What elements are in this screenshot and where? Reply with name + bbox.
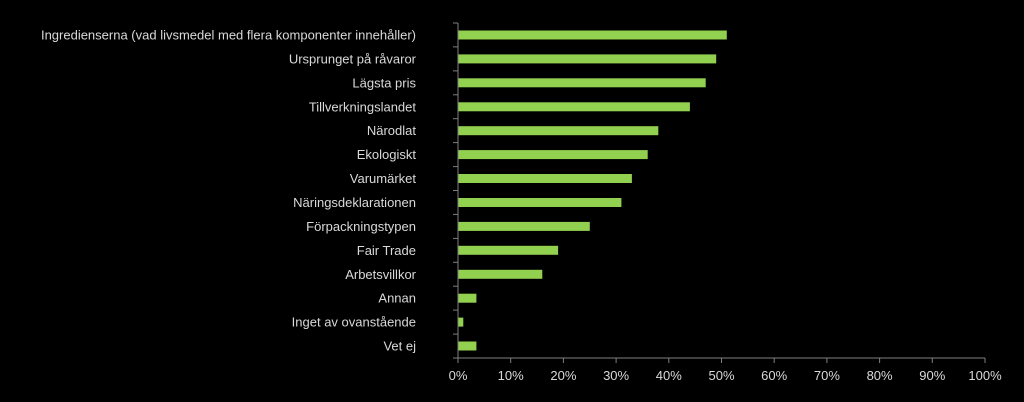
- category-label: Näringsdeklarationen: [293, 195, 416, 210]
- x-tick-label: 40%: [656, 368, 682, 383]
- bar: [458, 126, 659, 136]
- category-label: Vet ej: [383, 339, 416, 354]
- bar: [458, 102, 690, 112]
- category-label: Närodlat: [367, 123, 417, 138]
- category-label: Inget av ovanstående: [292, 315, 416, 330]
- category-label: Annan: [378, 291, 416, 306]
- x-tick-label: 100%: [968, 368, 1002, 383]
- bar: [458, 317, 464, 327]
- bar: [458, 245, 559, 255]
- category-label: Förpackningstypen: [306, 219, 416, 234]
- x-tick-label: 30%: [603, 368, 629, 383]
- x-tick-label: 90%: [919, 368, 945, 383]
- category-label: Ursprunget på råvaror: [289, 51, 417, 66]
- x-tick-label: 0%: [449, 368, 468, 383]
- x-tick-label: 70%: [814, 368, 840, 383]
- category-label: Ingredienserna (vad livsmedel med flera …: [41, 28, 416, 43]
- bar: [458, 341, 477, 351]
- bar: [458, 150, 648, 160]
- category-label: Arbetsvillkor: [345, 267, 416, 282]
- category-label: Ekologiskt: [357, 147, 417, 162]
- bar: [458, 30, 727, 40]
- category-label: Lägsta pris: [352, 75, 416, 90]
- category-label: Tillverkningslandet: [309, 99, 417, 114]
- x-tick-label: 60%: [761, 368, 787, 383]
- bar: [458, 221, 590, 231]
- x-tick-labels: 0% 10% 20% 30% 40% 50% 60% 70% 80% 90% 100%: [449, 368, 1002, 383]
- category-label: Fair Trade: [357, 243, 416, 258]
- bar: [458, 198, 622, 207]
- x-tick-label: 20%: [550, 368, 576, 383]
- category-label: Varumärket: [350, 171, 417, 186]
- bar: [458, 54, 717, 64]
- x-tick-label: 80%: [867, 368, 893, 383]
- bar: [458, 293, 477, 303]
- bar: [458, 269, 543, 279]
- bar: [458, 78, 706, 88]
- axes: [453, 22, 986, 363]
- x-tick-label: 10%: [498, 368, 524, 383]
- bars-group: [458, 30, 727, 351]
- category-labels: Ingredienserna (vad livsmedel med flera …: [41, 28, 417, 354]
- x-tick-label: 50%: [708, 368, 734, 383]
- bar: [458, 174, 632, 183]
